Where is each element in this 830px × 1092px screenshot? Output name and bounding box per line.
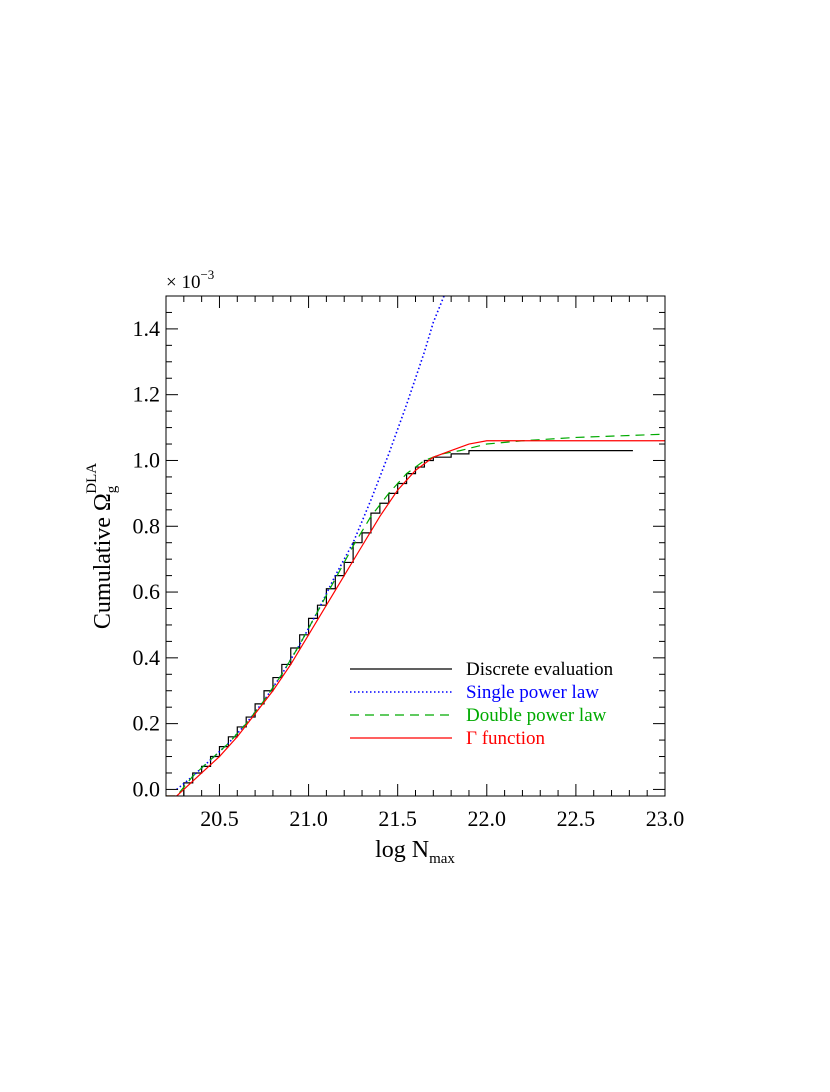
x-tick-label: 21.0: [289, 806, 328, 831]
y-tick-label: 0.0: [133, 776, 161, 801]
y-tick-label: 0.6: [133, 579, 161, 604]
y-tick-label: 1.4: [133, 316, 161, 341]
legend-label: Γ function: [466, 728, 546, 749]
y-tick-labels: 0.0 0.2 0.4 0.6 0.8 1.0 1.2 1.4: [133, 316, 161, 802]
y-tick-label: 1.2: [133, 382, 161, 407]
legend-label: Single power law: [466, 682, 599, 703]
y-tick-label: 0.2: [133, 711, 161, 736]
series-line-double-power-law: [166, 433, 665, 796]
series-layer: [166, 296, 665, 796]
x-axis-title: log Nmax: [375, 837, 455, 867]
y-tick-label: 0.4: [133, 645, 161, 670]
x-tick-label: 22.5: [557, 806, 596, 831]
x-tick-label: 22.0: [468, 806, 507, 831]
legend-label: Discrete evaluation: [466, 659, 614, 680]
x-tick-labels: 20.5 21.0 21.5 22.0 22.5 23.0: [200, 806, 684, 831]
ticks-layer: [166, 296, 666, 796]
legend-label: Double power law: [466, 705, 607, 726]
series-line-function: [166, 440, 665, 796]
y-tick-label: 1.0: [133, 447, 161, 472]
x-tick-label: 21.5: [378, 806, 417, 831]
series-line-discrete-evaluation: [183, 450, 633, 796]
x-tick-label: 20.5: [200, 806, 239, 831]
x-tick-label: 23.0: [646, 806, 685, 831]
y-multiplier: × 10−3: [166, 267, 214, 293]
y-tick-label: 0.8: [133, 513, 161, 538]
y-axis-title: Cumulative ΩgDLA: [84, 463, 120, 629]
